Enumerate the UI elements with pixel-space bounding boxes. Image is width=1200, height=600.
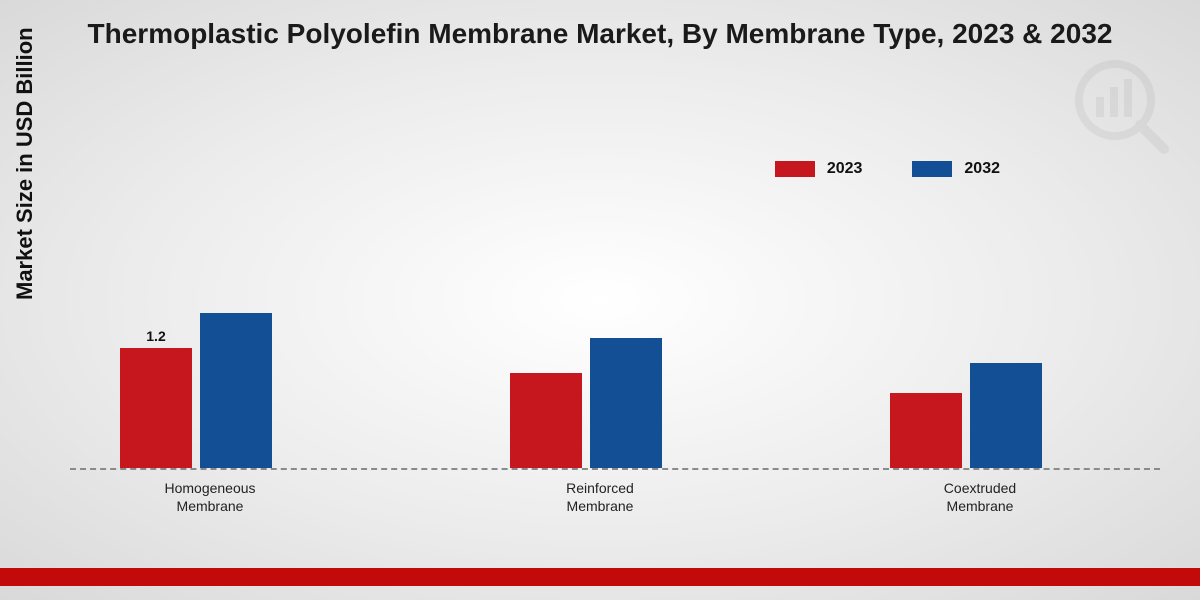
bar-value-label: 1.2 [120,328,192,344]
bar-2023-homogeneous [120,348,192,468]
x-axis-label: Reinforced Membrane [490,480,710,515]
chart-title: Thermoplastic Polyolefin Membrane Market… [0,18,1200,50]
x-axis-label: Coextruded Membrane [870,480,1090,515]
x-axis-label: Homogeneous Membrane [100,480,320,515]
bar-2023-coextruded [890,393,962,468]
x-axis-baseline [70,468,1160,470]
footer-bar [0,568,1200,586]
bar-2032-homogeneous [200,313,272,468]
bar-2023-reinforced [510,373,582,468]
plot-area: 1.2 Homogeneous Membrane Reinforced Memb… [70,100,1160,470]
bar-2032-coextruded [970,363,1042,468]
bar-2032-reinforced [590,338,662,468]
chart-container: Thermoplastic Polyolefin Membrane Market… [0,0,1200,600]
y-axis-label: Market Size in USD Billion [12,27,38,300]
